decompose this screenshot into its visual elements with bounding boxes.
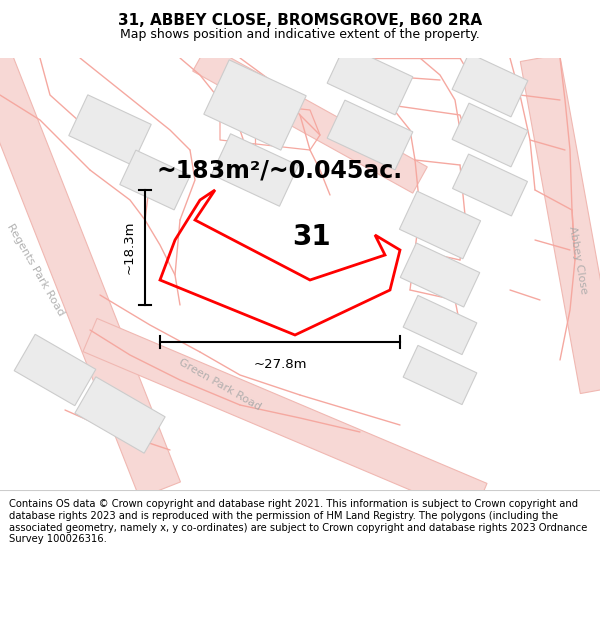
Polygon shape (14, 334, 96, 406)
Text: Regents Park Road: Regents Park Road (5, 222, 65, 318)
Polygon shape (193, 45, 427, 193)
Polygon shape (403, 346, 477, 404)
Text: ~18.3m: ~18.3m (122, 221, 136, 274)
Text: 31, ABBEY CLOSE, BROMSGROVE, B60 2RA: 31, ABBEY CLOSE, BROMSGROVE, B60 2RA (118, 12, 482, 28)
Text: Contains OS data © Crown copyright and database right 2021. This information is : Contains OS data © Crown copyright and d… (9, 499, 587, 544)
Polygon shape (69, 95, 151, 165)
Text: ~27.8m: ~27.8m (253, 358, 307, 371)
Polygon shape (212, 134, 298, 206)
Polygon shape (327, 100, 413, 170)
Polygon shape (327, 45, 413, 115)
Polygon shape (452, 103, 528, 167)
Polygon shape (120, 150, 190, 210)
Text: Green Park Road: Green Park Road (177, 357, 263, 412)
Polygon shape (520, 54, 600, 394)
Polygon shape (75, 377, 165, 453)
Text: Map shows position and indicative extent of the property.: Map shows position and indicative extent… (120, 28, 480, 41)
Text: ~183m²/~0.045ac.: ~183m²/~0.045ac. (157, 158, 403, 182)
Polygon shape (400, 243, 480, 307)
Polygon shape (400, 191, 481, 259)
Polygon shape (452, 154, 527, 216)
Polygon shape (0, 50, 181, 498)
Text: Abbey Close: Abbey Close (567, 225, 589, 295)
Polygon shape (204, 60, 306, 150)
Polygon shape (403, 296, 477, 354)
Text: 31: 31 (293, 223, 331, 251)
Polygon shape (83, 318, 487, 517)
Polygon shape (452, 53, 528, 117)
